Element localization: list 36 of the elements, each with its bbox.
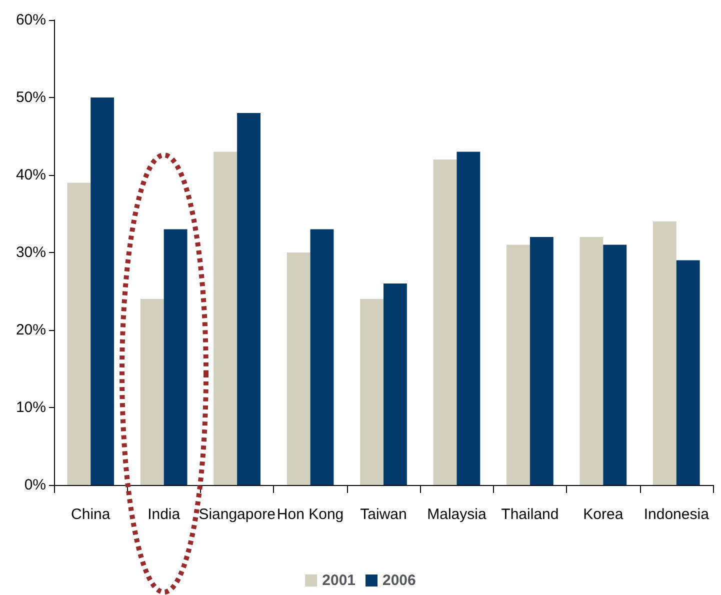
bar — [67, 182, 91, 485]
x-tick-label: Indonesia — [644, 506, 710, 523]
bar — [360, 299, 384, 485]
y-tick-label: 30% — [16, 244, 46, 261]
bar — [530, 237, 554, 485]
x-tick-label: Malaysia — [427, 506, 487, 523]
y-tick-label: 60% — [16, 12, 46, 28]
bar — [676, 260, 700, 485]
legend-label: 2001 — [322, 572, 356, 589]
y-tick-label: 0% — [24, 476, 46, 494]
y-tick-label: 40% — [16, 166, 46, 184]
bar — [214, 152, 238, 485]
x-tick-label: China — [71, 506, 111, 523]
bar — [433, 160, 457, 485]
bar — [456, 152, 480, 485]
bar — [580, 237, 604, 485]
y-tick-label: 50% — [16, 89, 46, 106]
bar — [384, 284, 407, 485]
bar — [90, 98, 114, 485]
x-tick-label: India — [148, 506, 181, 523]
legend-label: 2006 — [382, 572, 416, 589]
x-tick-label: Hon Kong — [276, 506, 344, 523]
x-tick-label: Siangapore — [198, 506, 276, 523]
bar — [506, 244, 530, 485]
y-tick-label: 10% — [16, 399, 46, 416]
bar — [140, 299, 164, 485]
x-tick-label: Taiwan — [360, 506, 407, 523]
x-tick-label: Korea — [583, 506, 624, 523]
bar — [237, 113, 260, 485]
bar — [603, 244, 627, 485]
x-tick-label: Thailand — [501, 506, 559, 523]
bar — [286, 252, 310, 485]
y-tick-label: 20% — [16, 322, 46, 338]
bar — [310, 229, 334, 485]
bar — [164, 229, 188, 485]
bar — [652, 222, 676, 485]
